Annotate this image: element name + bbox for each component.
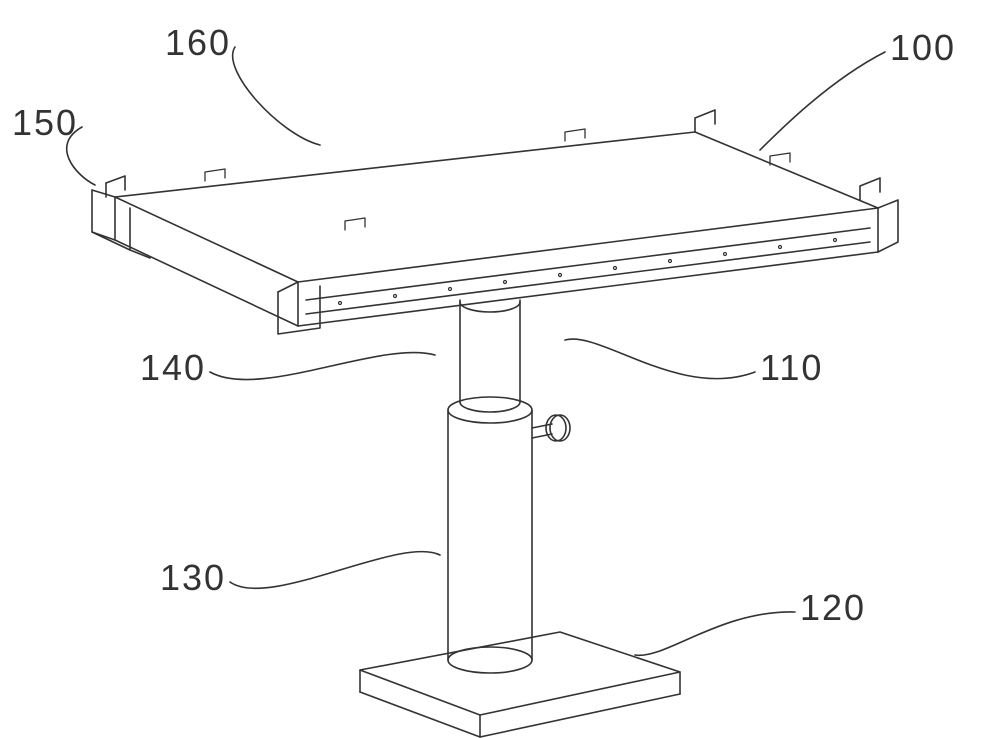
leader-160 xyxy=(233,47,320,145)
lower-column xyxy=(448,397,532,673)
callout-140: 140 xyxy=(140,347,206,388)
leader-140 xyxy=(210,353,435,380)
upper-column xyxy=(460,300,520,412)
tray-rivets xyxy=(339,239,837,305)
base-plate xyxy=(360,632,680,737)
locking-knob xyxy=(532,415,570,441)
callout-100: 100 xyxy=(890,27,956,68)
right-bracket xyxy=(695,110,898,252)
callout-110: 110 xyxy=(760,347,823,388)
callout-150: 150 xyxy=(12,102,78,143)
top-clips xyxy=(205,129,790,230)
patent-figure: 100 160 150 140 110 130 120 xyxy=(0,0,1000,738)
callout-160: 160 xyxy=(165,22,231,63)
left-bracket xyxy=(92,176,150,258)
leader-130 xyxy=(230,552,440,589)
leader-110 xyxy=(565,339,755,379)
callout-130: 130 xyxy=(160,557,226,598)
tray xyxy=(92,110,898,334)
callout-labels: 100 160 150 140 110 130 120 xyxy=(12,22,956,628)
callout-120: 120 xyxy=(800,587,866,628)
leader-100 xyxy=(760,52,885,150)
leader-120 xyxy=(635,612,795,655)
